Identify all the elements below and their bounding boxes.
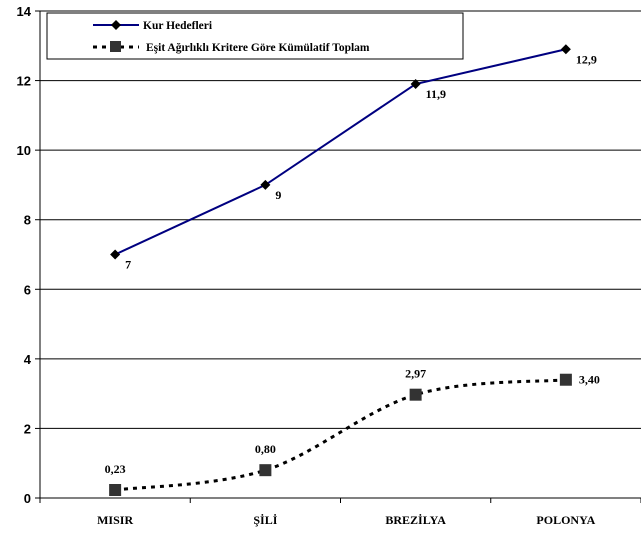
y-tick-label: 10 bbox=[17, 143, 31, 158]
y-axis-ticks: 0 2 4 6 8 10 12 14 bbox=[17, 4, 40, 506]
x-category-label: ŞİLİ bbox=[253, 513, 277, 527]
y-tick-label: 4 bbox=[24, 352, 32, 367]
legend-item-kur-hedefleri: Kur Hedefleri bbox=[93, 20, 213, 32]
data-point-square bbox=[409, 388, 422, 401]
gridlines bbox=[40, 10, 641, 429]
legend-item-kumulatif-toplam: Eşit Ağırlıklı Kritere Göre Kümülatif To… bbox=[93, 41, 370, 54]
legend-label-series-1: Kur Hedefleri bbox=[143, 20, 213, 32]
y-tick-label: 12 bbox=[17, 74, 31, 89]
data-point-square bbox=[259, 464, 272, 477]
data-label: 0,80 bbox=[255, 442, 276, 456]
legend-square-marker-icon bbox=[110, 41, 121, 52]
y-tick-label: 8 bbox=[24, 213, 31, 228]
legend-label-series-2: Eşit Ağırlıklı Kritere Göre Kümülatif To… bbox=[146, 42, 370, 54]
data-point-diamond bbox=[260, 179, 271, 190]
data-point-diamond bbox=[110, 249, 121, 260]
data-point-diamond bbox=[560, 44, 571, 55]
data-label: 2,97 bbox=[405, 367, 426, 381]
data-label: 0,23 bbox=[105, 462, 126, 476]
data-point-diamond bbox=[410, 79, 421, 90]
data-point-square bbox=[109, 483, 122, 496]
data-label: 11,9 bbox=[426, 87, 446, 101]
data-label: 3,40 bbox=[579, 373, 600, 387]
y-tick-label: 6 bbox=[24, 282, 31, 297]
legend: Kur Hedefleri Eşit Ağırlıklı Kritere Gör… bbox=[46, 12, 464, 60]
y-tick-label: 14 bbox=[17, 4, 32, 19]
y-tick-label: 2 bbox=[24, 421, 31, 436]
data-label: 9 bbox=[275, 188, 281, 202]
series-line-kumulatif-toplam bbox=[114, 378, 567, 492]
x-category-label: BREZİLYA bbox=[385, 513, 446, 527]
data-label: 7 bbox=[125, 258, 131, 272]
data-label: 12,9 bbox=[576, 52, 597, 66]
series-layer: 7 9 11,9 12,9 0,23 0,80 2,97 3,40 bbox=[105, 44, 600, 496]
x-category-label: MISIR bbox=[97, 513, 133, 527]
data-point-square bbox=[559, 373, 572, 386]
y-tick-label: 0 bbox=[24, 491, 31, 506]
series-line-kur-hedefleri bbox=[114, 48, 567, 256]
x-axis-categories: MISIR ŞİLİ BREZİLYA POLONYA bbox=[39, 498, 641, 527]
axes bbox=[39, 11, 641, 499]
x-category-label: POLONYA bbox=[536, 513, 595, 527]
legend-diamond-marker-icon bbox=[111, 20, 121, 30]
